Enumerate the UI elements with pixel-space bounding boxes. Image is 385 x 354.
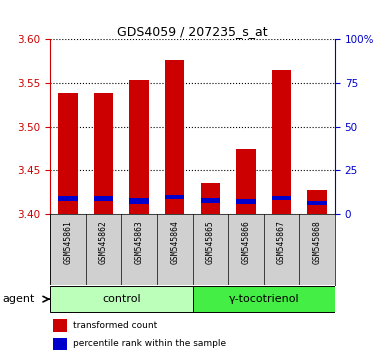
Bar bbox=[236, 149, 256, 214]
Bar bbox=[129, 198, 149, 204]
Text: GSM545864: GSM545864 bbox=[170, 220, 179, 264]
Bar bbox=[58, 196, 78, 201]
Text: GSM545868: GSM545868 bbox=[313, 220, 321, 264]
Bar bbox=[58, 93, 78, 214]
Text: γ-tocotrienol: γ-tocotrienol bbox=[228, 293, 299, 304]
Text: GSM545866: GSM545866 bbox=[241, 220, 250, 264]
Text: GSM545865: GSM545865 bbox=[206, 220, 215, 264]
Bar bbox=[192, 286, 335, 312]
Text: GSM545863: GSM545863 bbox=[135, 220, 144, 264]
Bar bbox=[165, 195, 184, 199]
Bar bbox=[53, 319, 67, 332]
Text: GSM545862: GSM545862 bbox=[99, 220, 108, 264]
Bar bbox=[50, 286, 192, 312]
Bar bbox=[272, 196, 291, 200]
Text: percentile rank within the sample: percentile rank within the sample bbox=[73, 339, 226, 348]
Bar bbox=[272, 70, 291, 214]
Text: transformed count: transformed count bbox=[73, 321, 157, 330]
Bar bbox=[53, 338, 67, 350]
Text: control: control bbox=[102, 293, 141, 304]
Bar bbox=[236, 199, 256, 204]
Bar bbox=[129, 80, 149, 214]
Text: GSM545867: GSM545867 bbox=[277, 220, 286, 264]
Title: GDS4059 / 207235_s_at: GDS4059 / 207235_s_at bbox=[117, 25, 268, 38]
Bar bbox=[201, 183, 220, 214]
Bar bbox=[94, 196, 113, 201]
Text: agent: agent bbox=[2, 294, 34, 304]
Bar bbox=[307, 201, 327, 205]
Bar bbox=[165, 60, 184, 214]
Text: GSM545861: GSM545861 bbox=[64, 220, 72, 264]
Bar bbox=[307, 190, 327, 214]
Bar bbox=[94, 93, 113, 214]
Bar bbox=[201, 198, 220, 203]
